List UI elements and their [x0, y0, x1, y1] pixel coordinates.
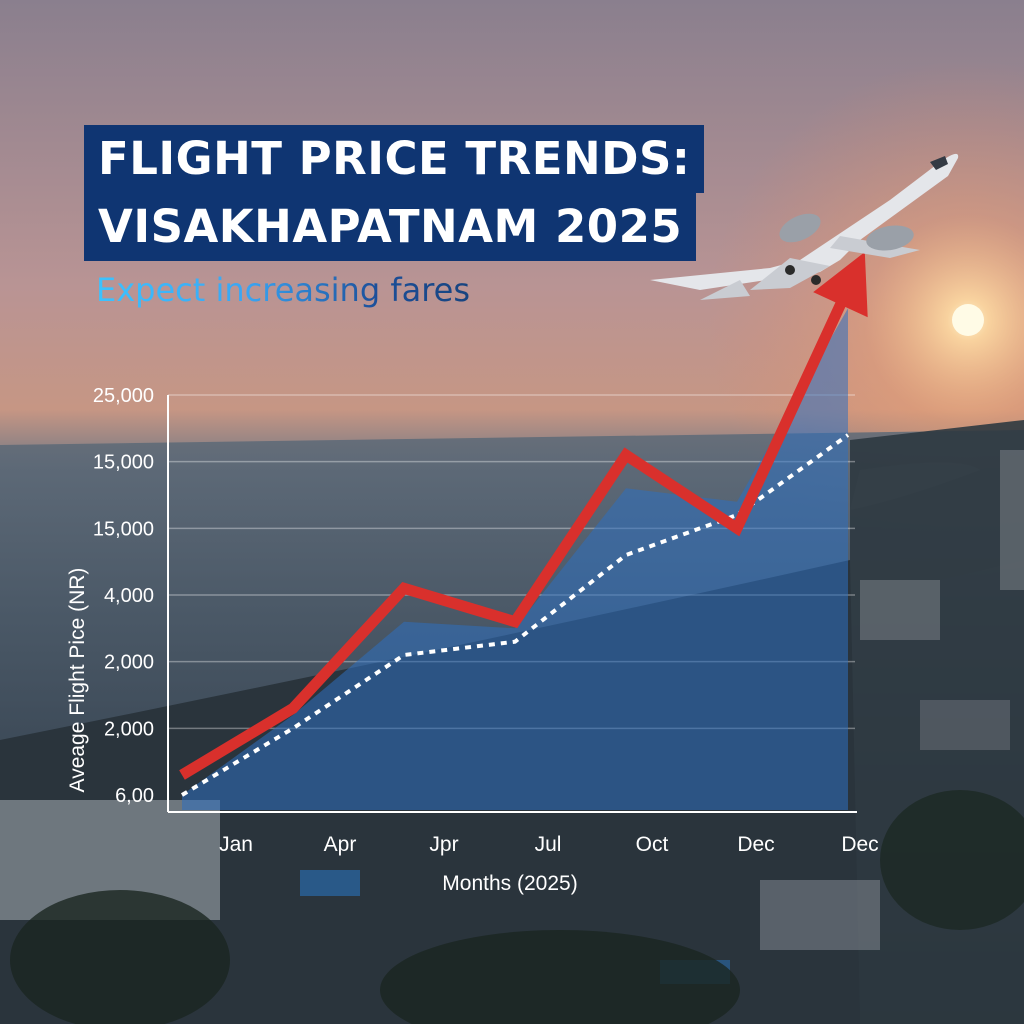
y-axis-title: Aveage Flight Pice (NR)	[66, 568, 89, 793]
building	[920, 700, 1010, 750]
building	[760, 880, 880, 950]
y-tick-label: 2,000	[104, 718, 154, 740]
sun	[952, 304, 984, 336]
y-tick-label: 15,000	[93, 452, 154, 474]
trend-arrowhead	[813, 252, 868, 318]
x-tick-label: Dec	[841, 833, 878, 856]
subtitle: Expect increasing fares	[96, 268, 470, 312]
x-tick-label: Jan	[219, 833, 253, 856]
x-tick-label: Oct	[636, 833, 669, 856]
x-tick-label: Apr	[324, 833, 357, 856]
x-axis-title: Months (2025)	[442, 872, 577, 895]
y-tick-label: 4,000	[104, 585, 154, 607]
title-line-1: FLIGHT PRICE TRENDS:	[84, 125, 705, 193]
y-tick-label: 6,00	[115, 785, 154, 807]
x-tick-label: Dec	[737, 833, 774, 856]
x-tick-label: Jpr	[429, 833, 458, 856]
tree	[380, 930, 740, 1024]
title-line-2: VISAKHAPATNAM 2025	[84, 193, 697, 261]
building	[1000, 450, 1024, 590]
building	[860, 580, 940, 640]
y-ticks: 6,00 2,000 2,000 4,000 15,000 15,000 25,000	[93, 385, 154, 807]
dotted-series-line	[180, 433, 850, 797]
y-tick-label: 2,000	[104, 652, 154, 674]
tree	[10, 890, 230, 1024]
rooftop-blue	[300, 870, 360, 896]
area-series	[182, 308, 848, 810]
airplane-icon	[650, 153, 959, 300]
y-tick-label: 15,000	[93, 518, 154, 540]
tree	[880, 790, 1024, 930]
y-tick-label: 25,000	[93, 385, 154, 407]
x-ticks: Jan Apr Jpr Jul Oct Dec Dec	[219, 833, 879, 856]
x-tick-label: Jul	[535, 833, 562, 856]
red-series-line	[179, 298, 848, 780]
